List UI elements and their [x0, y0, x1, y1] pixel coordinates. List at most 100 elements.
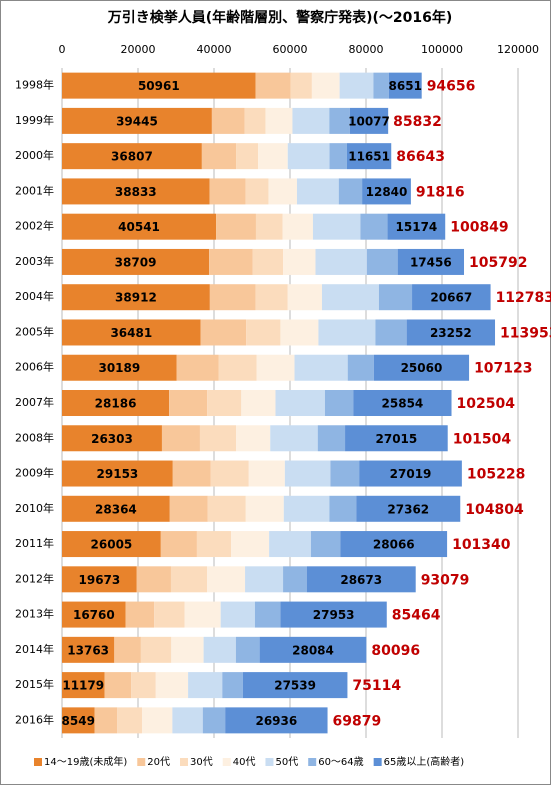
value-label: 28084	[292, 643, 334, 657]
bar-segment	[280, 319, 319, 346]
bar-segment	[312, 213, 361, 240]
value-label: 27953	[313, 608, 355, 622]
bar-segment	[254, 601, 281, 628]
bar-segment	[329, 107, 350, 134]
value-label: 27362	[387, 502, 429, 516]
value-label: 36481	[110, 326, 152, 340]
bar-segment	[268, 178, 297, 205]
bar-segment	[373, 72, 389, 99]
total-label: 107123	[474, 361, 532, 377]
value-label: 8651	[389, 79, 422, 93]
bar-segment	[255, 284, 288, 311]
value-label: 28364	[95, 502, 137, 516]
bar-segment	[397, 248, 465, 275]
bar-segment	[202, 707, 226, 734]
value-label: 13763	[67, 643, 109, 657]
total-label: 91816	[416, 184, 465, 200]
bar-segment	[246, 319, 281, 346]
bar-segment	[311, 72, 340, 99]
value-label: 26936	[255, 714, 297, 728]
total-label: 112783	[496, 290, 551, 306]
bar-segment	[269, 531, 311, 558]
value-label: 20667	[430, 291, 472, 305]
y-tick-label: 2016年	[15, 712, 54, 726]
bar-segment	[329, 143, 347, 170]
bar-segment	[340, 531, 448, 558]
bar-segment	[62, 390, 170, 416]
bar-segment	[252, 248, 284, 275]
bar-segment	[209, 248, 253, 275]
total-label: 105792	[469, 255, 527, 271]
bar-segment	[220, 601, 255, 628]
bar-segment	[62, 566, 137, 593]
y-tick-label: 1999年	[15, 113, 54, 127]
bar-segment	[94, 707, 118, 734]
bar-segment	[287, 284, 322, 311]
bar-segment	[236, 143, 259, 170]
y-tick-label: 2007年	[15, 395, 54, 409]
bar-segment	[62, 213, 217, 240]
value-label: 17456	[410, 255, 452, 269]
bar-segment	[388, 72, 422, 99]
total-label: 80096	[371, 643, 420, 659]
value-label: 26005	[91, 538, 133, 552]
legend-label: 40代	[233, 756, 256, 768]
bar-segment	[188, 672, 223, 699]
bar-segment	[265, 107, 293, 134]
bar-segment	[62, 495, 170, 522]
value-label: 38912	[115, 291, 157, 305]
bar-segment	[283, 495, 330, 522]
bar-segment	[324, 390, 354, 416]
value-label: 25060	[401, 361, 443, 375]
bar-segment	[349, 107, 389, 134]
bar-segment	[245, 566, 284, 593]
y-tick-label: 2008年	[15, 430, 54, 444]
y-tick-label: 2011年	[15, 536, 54, 550]
legend-label: 20代	[147, 756, 170, 768]
value-label: 12840	[366, 185, 408, 199]
x-tick-label: 40000	[197, 43, 232, 56]
y-tick-label: 2001年	[15, 183, 54, 197]
bar-segment	[378, 284, 413, 311]
bar-segment	[131, 672, 156, 699]
total-label: 101340	[452, 537, 511, 553]
bar-segment	[338, 178, 363, 205]
bar-segment	[141, 707, 173, 734]
total-label: 85464	[392, 608, 441, 624]
legend-swatch	[137, 758, 146, 766]
value-label: 28186	[95, 397, 137, 411]
bar-segment	[62, 72, 256, 99]
bar-segment	[184, 601, 221, 628]
legend-swatch	[180, 758, 188, 766]
bar-segment	[104, 672, 132, 699]
bar-segment	[203, 636, 236, 663]
bar-segment	[306, 566, 416, 593]
y-tick-label: 1998年	[15, 78, 54, 92]
bar-segment	[280, 601, 387, 628]
legend-label: 65歳以上(高齢者)	[384, 755, 465, 768]
bar-segment	[62, 531, 161, 558]
value-label: 50961	[138, 79, 180, 93]
y-tick-label: 2005年	[15, 324, 54, 338]
bar-segment	[245, 178, 269, 205]
y-tick-label: 2002年	[15, 219, 54, 233]
bar-segment	[310, 531, 341, 558]
bar-segment	[347, 354, 374, 381]
bar-segment	[199, 425, 237, 452]
total-label: 102504	[457, 396, 516, 412]
bar-segment	[200, 319, 247, 346]
x-tick-label: 0	[59, 43, 66, 56]
bar-segment	[225, 707, 328, 734]
bar-segment	[362, 178, 411, 205]
x-tick-label: 80000	[349, 43, 384, 56]
value-label: 27019	[390, 467, 432, 481]
bar-segment	[255, 213, 283, 240]
total-label: 75114	[352, 678, 401, 694]
value-label: 10077	[348, 114, 390, 128]
bar-segment	[210, 460, 249, 487]
y-tick-label: 2003年	[15, 254, 54, 268]
bar-segment	[318, 319, 376, 346]
bar-segment	[170, 566, 208, 593]
bar-segment	[236, 425, 271, 452]
